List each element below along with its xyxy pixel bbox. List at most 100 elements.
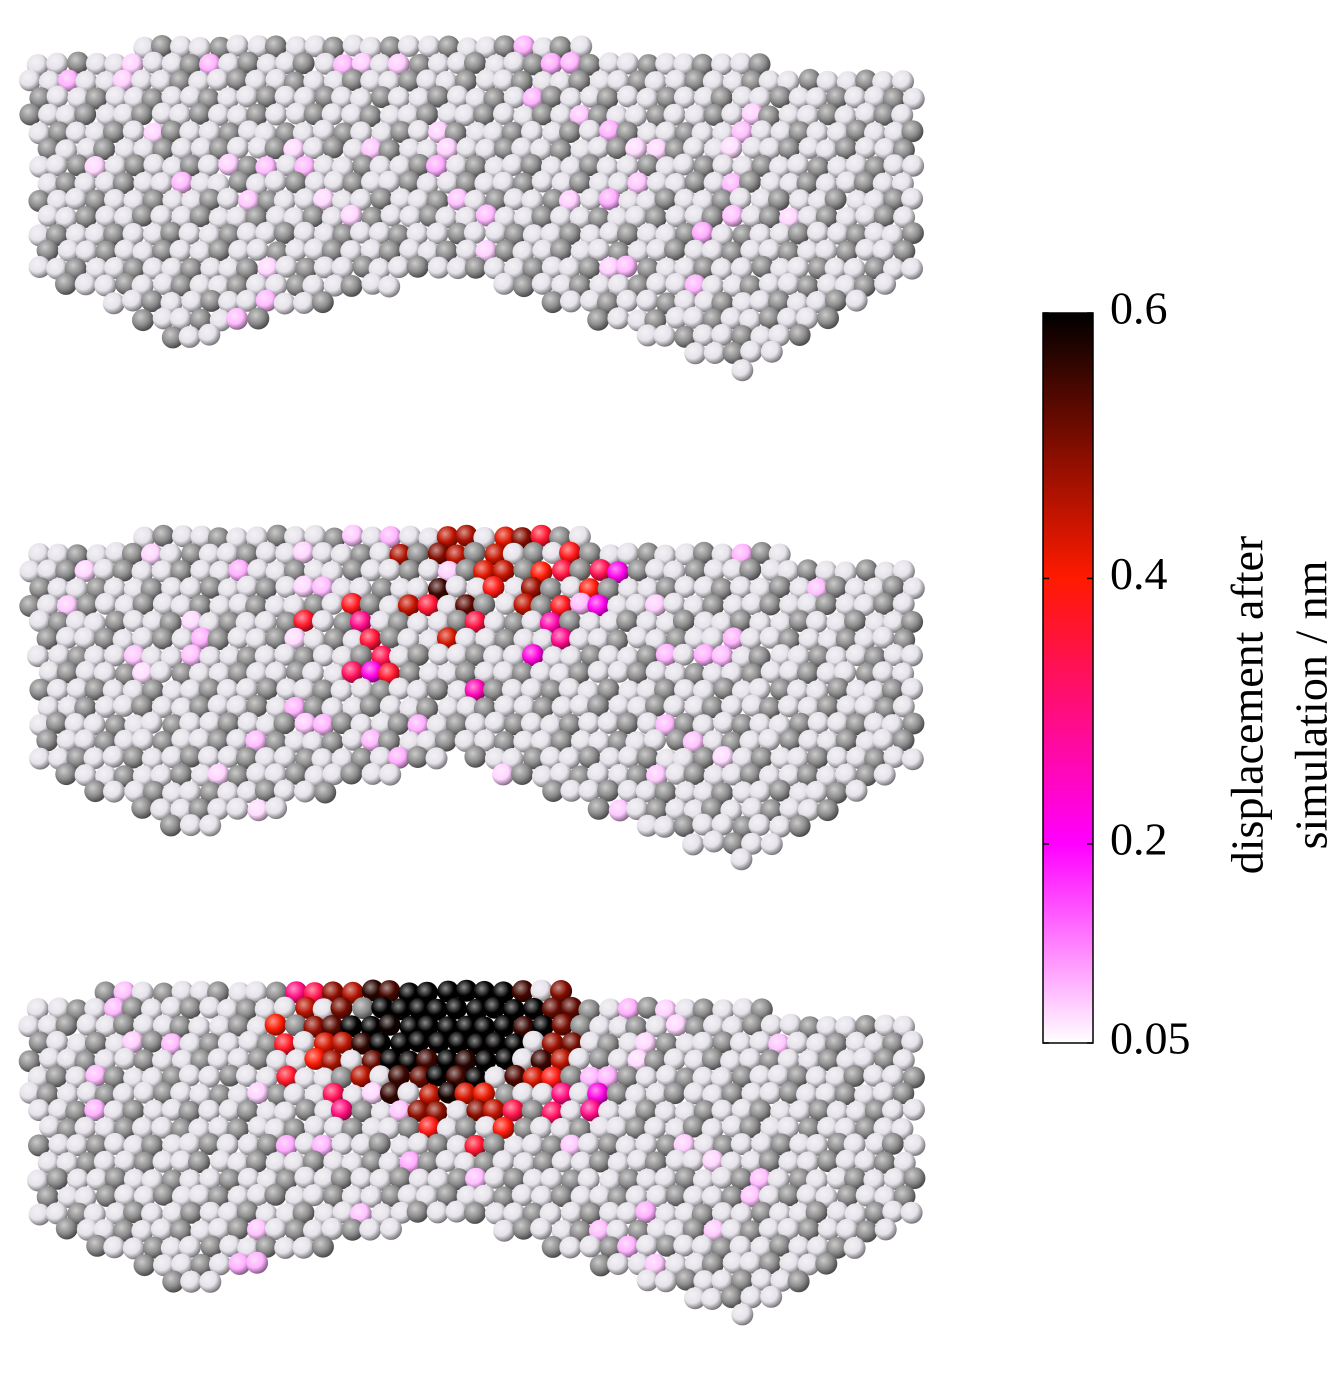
- atom: [465, 1167, 488, 1190]
- atom: [283, 1083, 306, 1106]
- atom: [378, 170, 401, 193]
- atom: [580, 85, 603, 108]
- atom: [570, 240, 593, 263]
- atom: [501, 678, 524, 701]
- atom: [94, 274, 117, 297]
- atom: [797, 240, 820, 263]
- atom: [331, 256, 354, 279]
- atom: [131, 69, 154, 92]
- atom: [388, 746, 411, 769]
- atom: [759, 593, 782, 616]
- atom: [701, 205, 724, 228]
- atom: [521, 189, 544, 212]
- atom: [808, 645, 831, 668]
- atom: [484, 1066, 507, 1089]
- atom: [682, 1149, 705, 1172]
- atom: [247, 559, 270, 581]
- atom: [607, 660, 630, 683]
- atom: [303, 1219, 325, 1242]
- atom: [578, 712, 601, 735]
- atom: [655, 643, 678, 666]
- atom: [521, 120, 543, 143]
- atom: [351, 678, 373, 701]
- atom: [900, 1201, 923, 1224]
- atom: [779, 660, 802, 683]
- atom: [141, 290, 163, 313]
- atom: [551, 559, 574, 582]
- atom: [751, 154, 774, 177]
- atom: [520, 576, 543, 599]
- atom: [568, 1047, 591, 1070]
- atom: [768, 779, 791, 802]
- atom: [178, 325, 201, 348]
- atom: [701, 239, 724, 262]
- atom: [684, 342, 707, 365]
- atom: [618, 1168, 641, 1191]
- atom: [883, 610, 906, 633]
- atom: [153, 1254, 175, 1277]
- atom: [416, 103, 439, 126]
- atom: [27, 1169, 49, 1192]
- atom: [74, 1116, 97, 1139]
- atom: [550, 1048, 573, 1071]
- atom: [492, 1117, 515, 1139]
- atom: [236, 747, 258, 769]
- atom: [805, 87, 828, 110]
- atom: [342, 34, 365, 57]
- atom: [751, 120, 773, 143]
- atom: [720, 1050, 743, 1073]
- atom: [855, 136, 877, 159]
- atom: [294, 1166, 317, 1189]
- atom: [84, 678, 107, 701]
- atom: [237, 781, 259, 803]
- atom: [560, 996, 583, 1019]
- atom: [437, 1081, 460, 1104]
- atom: [143, 153, 166, 176]
- atom: [798, 1049, 821, 1072]
- atom: [264, 595, 287, 618]
- atom: [370, 53, 392, 76]
- atom: [160, 120, 183, 143]
- atom: [607, 561, 630, 584]
- atom: [190, 559, 213, 582]
- atom: [864, 257, 887, 280]
- atom: [426, 155, 448, 177]
- atom: [646, 764, 669, 787]
- atom: [350, 644, 373, 667]
- atom: [703, 764, 726, 787]
- atom: [398, 559, 421, 582]
- atom: [236, 678, 259, 701]
- atom: [322, 1184, 345, 1207]
- atom: [292, 1236, 315, 1259]
- atom: [884, 121, 907, 144]
- atom: [74, 103, 97, 126]
- atom: [599, 221, 622, 244]
- atom: [312, 610, 334, 633]
- colorbar-body: [1042, 312, 1094, 1044]
- atom: [703, 559, 726, 582]
- atom: [768, 576, 791, 599]
- atom: [207, 798, 230, 821]
- atom: [580, 188, 602, 211]
- atom: [304, 35, 327, 58]
- atom: [522, 53, 545, 76]
- atom: [550, 238, 573, 261]
- atom: [693, 1100, 716, 1122]
- atom: [504, 1064, 527, 1087]
- atom: [273, 712, 296, 735]
- atom: [57, 1048, 79, 1071]
- atom: [378, 139, 401, 162]
- atom: [181, 290, 204, 313]
- atom: [503, 188, 526, 211]
- atom: [645, 1082, 668, 1105]
- atom: [541, 1032, 564, 1055]
- atom: [313, 1167, 336, 1190]
- atom: [855, 238, 878, 261]
- atom: [133, 1151, 156, 1174]
- atom: [47, 997, 70, 1020]
- atom: [437, 35, 460, 58]
- atom: [37, 204, 60, 227]
- atom: [693, 256, 716, 279]
- atom: [426, 1201, 449, 1224]
- atom: [503, 713, 526, 736]
